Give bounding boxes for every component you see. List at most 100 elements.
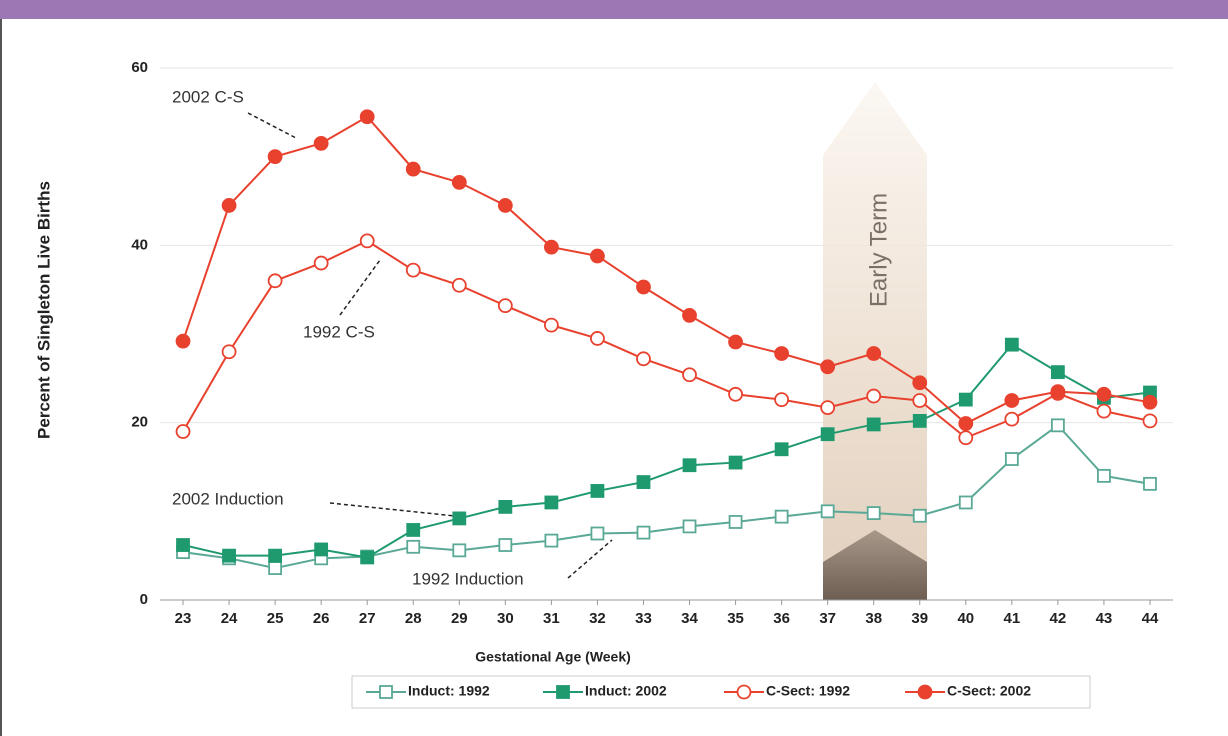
x-tick-label: 29 — [451, 610, 468, 627]
early-term-arrow — [823, 82, 927, 600]
early-term-base — [823, 530, 927, 600]
x-tick-label: 34 — [681, 610, 698, 627]
marker — [774, 442, 789, 457]
leader-line — [247, 112, 297, 139]
marker — [1096, 403, 1112, 419]
marker — [268, 561, 283, 575]
marker — [728, 515, 743, 529]
x-tick-label: 41 — [1003, 610, 1020, 627]
marker — [497, 198, 513, 213]
marker — [728, 386, 743, 402]
marker — [268, 548, 283, 563]
marker — [452, 511, 467, 526]
marker — [866, 417, 881, 432]
marker — [866, 388, 882, 404]
marker — [360, 550, 375, 565]
marker — [912, 375, 928, 391]
y-tick-label: 60 — [131, 59, 148, 76]
marker — [313, 135, 329, 151]
marker — [175, 333, 191, 349]
series-line — [182, 115, 1151, 425]
x-tick-label: 24 — [221, 610, 238, 627]
marker — [590, 526, 605, 541]
x-axis-title: Gestational Age (Week) — [475, 649, 631, 665]
marker — [820, 504, 835, 519]
marker — [406, 539, 421, 554]
y-tick-label: 20 — [131, 414, 148, 431]
x-tick-label: 36 — [773, 610, 790, 627]
marker — [590, 248, 605, 264]
series-line — [182, 239, 1151, 439]
x-tick-label: 25 — [267, 610, 284, 627]
x-tick-label: 33 — [635, 610, 652, 627]
marker — [1004, 337, 1019, 352]
marker — [820, 427, 835, 442]
marker — [728, 455, 743, 470]
marker — [958, 495, 973, 510]
y-tick-label: 40 — [131, 236, 148, 253]
marker — [406, 523, 421, 537]
marker — [1004, 452, 1019, 466]
marker — [267, 149, 283, 165]
marker — [736, 684, 752, 700]
marker — [774, 392, 790, 408]
marker — [221, 198, 237, 213]
x-tick-label: 27 — [359, 610, 376, 627]
marker — [543, 239, 559, 255]
marker — [590, 484, 605, 498]
legend-label: C-Sect: 1992 — [766, 683, 850, 699]
annotation: 2002 C-S — [172, 87, 244, 106]
marker — [1143, 476, 1157, 491]
marker — [682, 307, 697, 323]
marker — [1096, 386, 1112, 402]
marker — [498, 499, 513, 514]
annotation: 1992 Induction — [412, 569, 524, 588]
marker — [1142, 394, 1158, 410]
x-tick-label: 31 — [543, 610, 560, 627]
marker — [314, 542, 329, 557]
marker — [544, 533, 559, 548]
marker — [543, 317, 559, 333]
marker — [498, 538, 513, 552]
marker — [452, 543, 467, 558]
marker — [267, 273, 283, 289]
marker — [682, 367, 697, 383]
marker — [405, 161, 421, 177]
x-tick-label: 42 — [1050, 610, 1067, 627]
annotations: 2002 C-S 1992 C-S 2002 Induction 1992 In… — [172, 87, 613, 588]
marker — [313, 255, 329, 271]
marker — [451, 174, 467, 190]
legend-label: Induct: 2002 — [585, 683, 667, 699]
marker — [958, 416, 974, 431]
marker — [222, 548, 236, 563]
x-tick-label: 39 — [911, 610, 928, 627]
marker — [636, 279, 651, 295]
marker — [497, 298, 513, 314]
marker — [359, 233, 375, 249]
marker — [917, 684, 933, 700]
marker — [636, 351, 651, 367]
legend-box — [351, 675, 1091, 709]
series-line — [182, 343, 1151, 559]
x-tick-label: 35 — [727, 610, 744, 627]
annotation: 2002 Induction — [172, 489, 284, 508]
x-tick-label: 40 — [957, 610, 974, 627]
marker — [820, 359, 836, 375]
legend-label: Induct: 1992 — [408, 683, 490, 699]
marker — [682, 519, 697, 534]
early-term-band: Early Term — [823, 82, 927, 600]
leader-line — [567, 539, 613, 579]
marker — [379, 685, 393, 699]
header-bar — [0, 0, 1228, 19]
marker — [866, 506, 881, 521]
legend-label: C-Sect: 2002 — [947, 683, 1031, 699]
early-term-label: Early Term — [865, 193, 892, 307]
x-tick-label: 37 — [819, 610, 836, 627]
marker — [912, 508, 927, 523]
marker — [451, 277, 467, 293]
x-tick-label: 43 — [1096, 610, 1113, 627]
marker — [175, 424, 191, 439]
marker — [866, 346, 882, 361]
marker — [405, 262, 421, 278]
